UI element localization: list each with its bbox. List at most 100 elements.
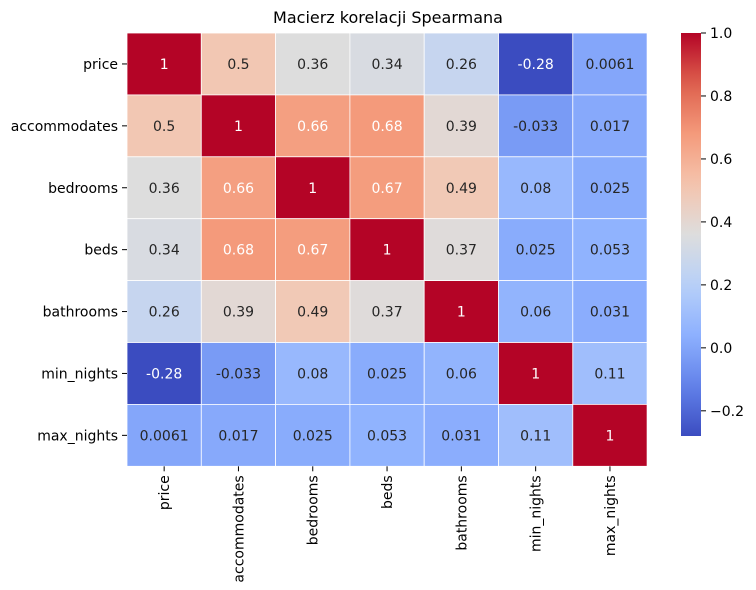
heatmap-cell [423, 32, 499, 96]
heatmap-cell [200, 218, 277, 281]
colorbar-tick-label: −0.2 [710, 404, 744, 420]
colorbar-tick-label: 0.2 [710, 278, 732, 294]
cell-value-label: 0.0061 [585, 57, 634, 73]
cell-value-label: 0.08 [520, 181, 551, 197]
cell-value-label: 0.36 [297, 57, 328, 73]
row-tick-label: beds [84, 243, 118, 259]
column-tick-label: price [157, 475, 173, 510]
heatmap-cell [498, 32, 574, 96]
column-tick-label: min_nights [529, 475, 545, 552]
column-tick-label: bedrooms [306, 475, 322, 545]
heatmap-cell [498, 156, 574, 220]
cell-value-label: 0.49 [446, 181, 477, 197]
cell-value-label: 0.67 [371, 181, 402, 197]
heatmap-cell [498, 94, 574, 158]
heatmap-cell [423, 403, 499, 467]
cell-value-label: -0.28 [518, 57, 554, 73]
row-tick-label: price [83, 57, 118, 73]
cell-value-label: 0.34 [149, 243, 180, 259]
heatmap-cell [349, 342, 425, 405]
heatmap-cell [423, 94, 499, 158]
cell-value-label: 0.49 [297, 305, 328, 321]
cell-value-label: 0.37 [371, 305, 402, 321]
heatmap-cell [126, 342, 202, 405]
heatmap-cell [572, 94, 648, 158]
cell-value-label: 1 [531, 366, 540, 382]
heatmap-cells: 1 0.5 0.36 0.34 0.26 -0.28 0.0061 0.5 1 0.66 0.68 0… [126, 32, 648, 467]
heatmap-cell [349, 218, 425, 281]
row-tick-label: accommodates [11, 119, 118, 135]
cell-value-label: 0.06 [520, 305, 551, 321]
cell-value-label: 1 [308, 181, 317, 197]
cell-value-label: 0.11 [594, 366, 625, 382]
heatmap-cell [275, 403, 351, 467]
cell-value-label: -0.033 [216, 366, 261, 382]
heatmap-cell [423, 156, 499, 220]
row-tick-label: bathrooms [43, 305, 118, 321]
column-tick-label: beds [380, 475, 396, 509]
chart-title: Macierz korelacji Spearmana [273, 8, 503, 27]
heatmap-cell [275, 32, 351, 96]
heatmap-cell [126, 280, 202, 343]
cell-value-label: 1 [234, 119, 243, 135]
cell-value-label: 1 [160, 57, 169, 73]
heatmap-cell [349, 403, 425, 467]
cell-value-label: 0.11 [520, 428, 551, 444]
colorbar-ticks: 1.0 0.8 0.6 0.4 0.2 0.0 −0.2 [701, 26, 744, 420]
cell-value-label: 0.26 [149, 305, 180, 321]
cell-value-label: 1 [457, 305, 466, 321]
cell-value-label: 0.017 [218, 428, 258, 444]
cell-value-label: 0.5 [227, 57, 249, 73]
row-tick-label: bedrooms [48, 181, 118, 197]
cell-value-label: 0.031 [590, 305, 630, 321]
heatmap-cell [126, 32, 202, 96]
heatmap-cell [126, 218, 202, 281]
heatmap-cell [349, 156, 425, 220]
colorbar-tick-label: 0.6 [710, 152, 732, 168]
cell-value-label: 0.34 [371, 57, 402, 73]
colorbar-tick-label: 0.4 [710, 215, 732, 231]
heatmap-cell [349, 32, 425, 96]
cell-value-label: 0.68 [371, 119, 402, 135]
heatmap-cell [275, 156, 351, 220]
heatmap-cell [572, 280, 648, 343]
heatmap-cell [572, 342, 648, 405]
heatmap-cell [275, 94, 351, 158]
cell-value-label: 0.39 [446, 119, 477, 135]
cell-value-label: 0.031 [441, 428, 481, 444]
cell-value-label: 1 [605, 428, 614, 444]
cell-value-label: 0.66 [297, 119, 328, 135]
cell-value-label: 1 [383, 243, 392, 259]
cell-value-label: 0.017 [590, 119, 630, 135]
row-tick-label: max_nights [37, 428, 118, 444]
cell-value-label: 0.025 [516, 243, 556, 259]
cell-value-label: 0.0061 [140, 428, 189, 444]
row-tick-labels: price accommodates bedrooms beds bathrooms mi… [11, 57, 127, 444]
heatmap-cell [126, 403, 202, 467]
cell-value-label: 0.08 [297, 366, 328, 382]
colorbar-tick-label: 0.0 [710, 341, 732, 357]
column-tick-label: accommodates [231, 475, 247, 582]
colorbar [681, 33, 701, 436]
heatmap-cell [200, 342, 277, 405]
cell-value-label: 0.06 [446, 366, 477, 382]
heatmap-cell [572, 403, 648, 467]
cell-value-label: 0.66 [223, 181, 254, 197]
heatmap-cell [275, 280, 351, 343]
cell-value-label: 0.67 [297, 243, 328, 259]
heatmap-cell [572, 218, 648, 281]
heatmap-cell [423, 342, 499, 405]
heatmap-cell [572, 156, 648, 220]
cell-value-label: 0.025 [293, 428, 333, 444]
cell-value-label: 0.053 [590, 243, 630, 259]
cell-value-label: 0.36 [149, 181, 180, 197]
cell-value-label: 0.5 [153, 119, 175, 135]
cell-value-label: 0.37 [446, 243, 477, 259]
heatmap-cell [498, 403, 574, 467]
colorbar-tick-label: 0.8 [710, 89, 732, 105]
cell-value-label: 0.053 [367, 428, 407, 444]
cell-value-label: 0.68 [223, 243, 254, 259]
cell-value-label: -0.28 [146, 366, 182, 382]
cell-value-label: 0.025 [590, 181, 630, 197]
